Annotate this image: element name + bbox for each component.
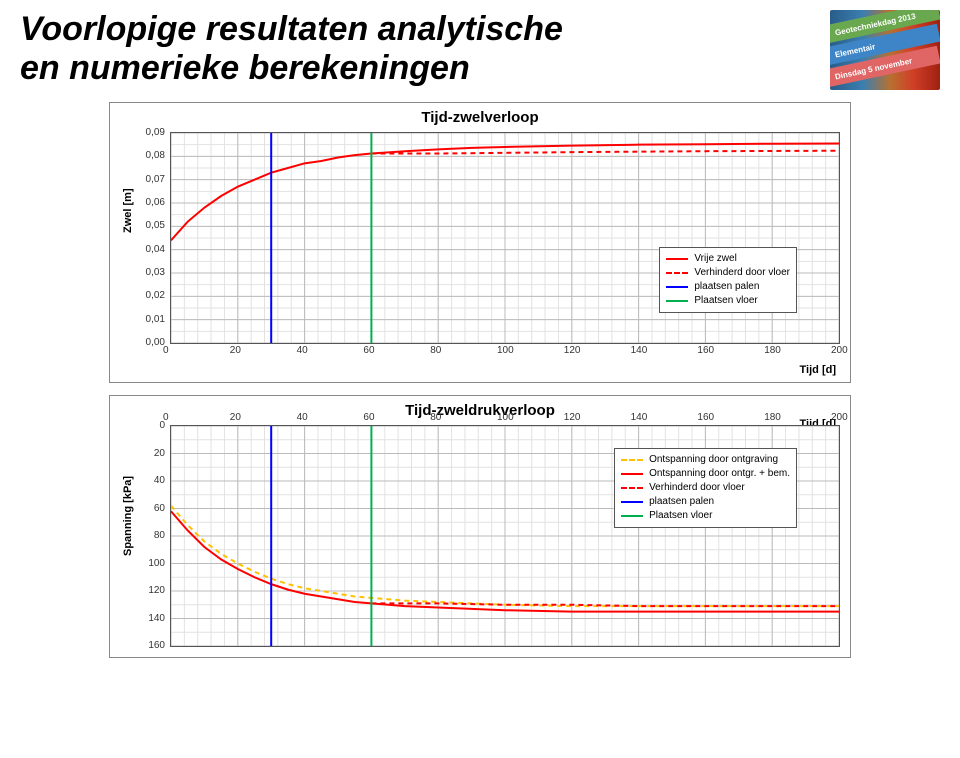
legend-item: Vrije zwel (666, 252, 790, 266)
chart-2-ytick: 120 (148, 585, 165, 596)
chart-1-ytick: 0,05 (146, 220, 165, 231)
chart-1-xtick: 120 (564, 345, 581, 356)
title-line-1: Voorlopige resultaten analytische (20, 10, 563, 48)
legend-item: Verhinderd door vloer (666, 266, 790, 280)
page-title: Voorlopige resultaten analytische en num… (20, 10, 563, 88)
chart-2-ytick: 0 (159, 420, 165, 431)
chart-2-xtick: 20 (230, 412, 241, 423)
chart-2-xtick: 80 (430, 412, 441, 423)
legend-swatch (621, 459, 643, 461)
chart-1-ytick: 0,00 (146, 337, 165, 348)
chart-1-container: Tijd-zwelverloop Zwel [m] Tijd [d] 02040… (109, 102, 851, 383)
legend-item: Plaatsen vloer (621, 509, 790, 523)
legend-label: Plaatsen vloer (649, 509, 712, 523)
legend-label: Verhinderd door vloer (649, 481, 745, 495)
chart-1-xtick: 160 (697, 345, 714, 356)
chart-1-xtick: 140 (631, 345, 648, 356)
chart-2-ytick: 160 (148, 640, 165, 651)
legend-label: Ontspanning door ontgr. + bem. (649, 467, 790, 481)
chart-1-ytick: 0,01 (146, 314, 165, 325)
legend-label: plaatsen palen (649, 495, 714, 509)
legend-label: Ontspanning door ontgraving (649, 453, 778, 467)
chart-2-ytick: 40 (154, 475, 165, 486)
chart-2-ytick: 100 (148, 558, 165, 569)
chart-1-xtick: 200 (831, 345, 848, 356)
legend-item: plaatsen palen (666, 280, 790, 294)
chart-2-xtick: 200 (831, 412, 848, 423)
chart-1-xtick: 20 (230, 345, 241, 356)
legend-item: Verhinderd door vloer (621, 481, 790, 495)
chart-2-xtick: 40 (297, 412, 308, 423)
chart-2-ytick: 20 (154, 448, 165, 459)
chart-1-ytick: 0,09 (146, 127, 165, 138)
chart-2-ytick: 80 (154, 530, 165, 541)
chart-1-title: Tijd-zwelverloop (110, 103, 850, 128)
chart-2-container: Tijd-zweldrukverloop Tijd [d] Spanning [… (109, 395, 851, 658)
legend-item: plaatsen palen (621, 495, 790, 509)
legend-label: Vrije zwel (694, 252, 736, 266)
chart-2-xtick: 120 (564, 412, 581, 423)
event-logo: Geotechniekdag 2013 Elementair Dinsdag 5… (830, 10, 940, 90)
legend-label: plaatsen palen (694, 280, 759, 294)
chart-1-xtick: 100 (497, 345, 514, 356)
chart-1-ytick: 0,04 (146, 244, 165, 255)
chart-1-legend: Vrije zwelVerhinderd door vloerplaatsen … (659, 247, 797, 313)
legend-swatch (666, 272, 688, 274)
legend-swatch (621, 501, 643, 503)
legend-item: Ontspanning door ontgraving (621, 453, 790, 467)
logo-bg: Geotechniekdag 2013 Elementair Dinsdag 5… (830, 10, 940, 90)
legend-swatch (666, 258, 688, 260)
chart-1-ytick: 0,07 (146, 174, 165, 185)
chart-1-ytick: 0,08 (146, 150, 165, 161)
legend-swatch (621, 515, 643, 517)
header: Voorlopige resultaten analytische en num… (20, 10, 940, 90)
title-line-2: en numerieke berekeningen (20, 49, 470, 87)
chart-1-xlabel: Tijd [d] (800, 364, 836, 376)
chart-1-xtick: 80 (430, 345, 441, 356)
chart-2-xtick: 60 (363, 412, 374, 423)
chart-2-ytick: 60 (154, 503, 165, 514)
chart-2-xtick: 100 (497, 412, 514, 423)
legend-swatch (666, 300, 688, 302)
legend-label: Verhinderd door vloer (694, 266, 790, 280)
chart-2-xtick: 160 (697, 412, 714, 423)
legend-item: Ontspanning door ontgr. + bem. (621, 467, 790, 481)
chart-2-ylabel: Spanning [kPa] (122, 476, 134, 556)
legend-swatch (666, 286, 688, 288)
chart-2-ytick: 140 (148, 613, 165, 624)
chart-1-ylabel: Zwel [m] (122, 188, 134, 233)
chart-2-xtick: 140 (631, 412, 648, 423)
chart-1-ytick: 0,02 (146, 290, 165, 301)
legend-swatch (621, 473, 643, 475)
legend-swatch (621, 487, 643, 489)
chart-1-xtick: 180 (764, 345, 781, 356)
chart-1-ytick: 0,06 (146, 197, 165, 208)
chart-2-title: Tijd-zweldrukverloop (110, 396, 850, 421)
chart-2-legend: Ontspanning door ontgravingOntspanning d… (614, 448, 797, 528)
chart-1-ytick: 0,03 (146, 267, 165, 278)
chart-2-xtick: 180 (764, 412, 781, 423)
legend-label: Plaatsen vloer (694, 294, 757, 308)
legend-item: Plaatsen vloer (666, 294, 790, 308)
chart-1-xtick: 40 (297, 345, 308, 356)
chart-1-xtick: 60 (363, 345, 374, 356)
